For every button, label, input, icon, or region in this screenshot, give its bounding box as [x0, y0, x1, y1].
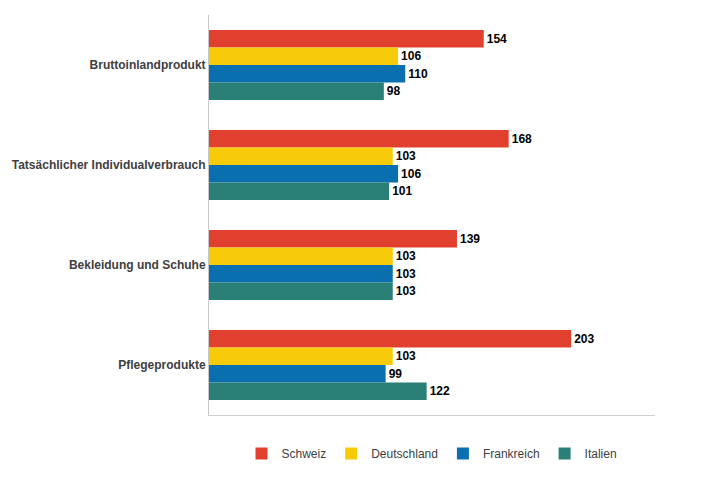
svg-text:103: 103	[396, 149, 416, 163]
svg-text:Bekleidung und Schuhe: Bekleidung und Schuhe	[69, 258, 206, 272]
svg-text:139: 139	[460, 232, 480, 246]
svg-text:Pflegeprodukte: Pflegeprodukte	[118, 358, 206, 372]
svg-text:101: 101	[392, 184, 412, 198]
svg-text:168: 168	[512, 132, 532, 146]
svg-text:Deutschland: Deutschland	[371, 447, 438, 461]
svg-text:154: 154	[487, 32, 507, 46]
svg-text:103: 103	[396, 267, 416, 281]
svg-text:Tatsächlicher Individualverbra: Tatsächlicher Individualverbrauch	[12, 158, 206, 172]
svg-text:Schweiz: Schweiz	[282, 447, 327, 461]
svg-text:122: 122	[430, 384, 450, 398]
svg-text:103: 103	[396, 249, 416, 263]
svg-text:106: 106	[401, 49, 421, 63]
svg-text:103: 103	[396, 349, 416, 363]
svg-text:99: 99	[389, 367, 403, 381]
svg-text:Italien: Italien	[585, 447, 617, 461]
svg-text:98: 98	[387, 84, 401, 98]
svg-text:110: 110	[408, 67, 428, 81]
svg-text:203: 203	[574, 332, 594, 346]
svg-text:Frankreich: Frankreich	[483, 447, 540, 461]
svg-text:103: 103	[396, 284, 416, 298]
svg-text:106: 106	[401, 167, 421, 181]
svg-text:Bruttoinlandprodukt: Bruttoinlandprodukt	[90, 58, 206, 72]
